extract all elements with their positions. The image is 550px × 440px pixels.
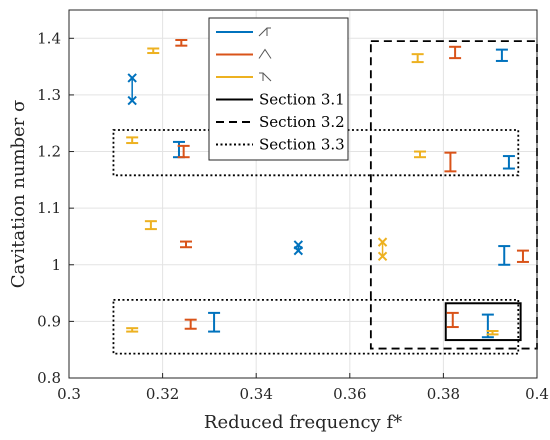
data-point-s1-p5 xyxy=(444,151,457,173)
rising-edge-icon xyxy=(258,27,271,37)
legend-entry-0 xyxy=(216,27,271,37)
data-point-s0-p5 xyxy=(498,245,511,266)
x-tick-label: 0.34 xyxy=(239,385,272,403)
y-axis-label: Cavitation number σ xyxy=(8,100,29,289)
x-tick-label: 0.3 xyxy=(57,385,81,403)
axis-ticks: 0.3 0.32 0.34 0.36 0.38 0.4 0.8 0.9 1 1.1 1.2 1.3 1.… xyxy=(37,29,549,403)
data-point-s0-p2 xyxy=(293,240,304,256)
region-solid-0 xyxy=(444,302,522,342)
legend-label: Section 3.3 xyxy=(259,136,345,154)
x-tick-label: 0.38 xyxy=(427,385,460,403)
data-point-s1-p2 xyxy=(180,240,192,249)
data-point-s2-p0 xyxy=(147,47,160,55)
data-point-s1-p7 xyxy=(516,249,529,263)
data-point-s2-p3 xyxy=(126,327,139,333)
y-tick-label: 1.1 xyxy=(37,199,61,217)
legend-box xyxy=(208,17,349,161)
data-point-s1-p0 xyxy=(175,39,188,47)
x-tick-label: 0.32 xyxy=(146,385,179,403)
data-point-s0-p0 xyxy=(127,73,137,106)
axes-frame xyxy=(68,9,538,379)
data-point-s1-p6 xyxy=(446,311,459,329)
legend-entry-4: Section 3.2 xyxy=(216,113,345,131)
legend-label: Section 3.1 xyxy=(259,91,345,109)
data-point-s2-p4 xyxy=(411,53,424,64)
falling-edge-icon xyxy=(259,72,272,82)
data-point-s2-p5 xyxy=(414,150,426,159)
peak-icon xyxy=(258,48,272,59)
legend-entry-5: Section 3.3 xyxy=(216,136,345,154)
legend: Section 3.1 Section 3.2 Section 3.3 xyxy=(208,17,349,161)
data-point-s2-p2 xyxy=(144,220,157,231)
x-axis-label: Reduced frequency f* xyxy=(204,412,402,433)
region-dotted-2 xyxy=(112,129,520,177)
data-point-s1-p4 xyxy=(449,45,462,60)
legend-entry-3: Section 3.1 xyxy=(216,91,345,109)
legend-entry-2 xyxy=(216,72,272,82)
data-point-s0-p3 xyxy=(495,48,508,62)
data-point-s0-p6 xyxy=(208,311,221,333)
data-point-s2-p6 xyxy=(377,237,388,261)
y-tick-label: 1.2 xyxy=(37,143,61,161)
y-tick-label: 0.9 xyxy=(37,312,61,330)
x-tick-label: 0.4 xyxy=(525,385,549,403)
data-point-s0-p4 xyxy=(502,155,515,170)
x-tick-label: 0.36 xyxy=(333,385,366,403)
data-marks xyxy=(126,39,529,339)
data-point-s1-p1 xyxy=(177,144,190,159)
y-tick-label: 1.3 xyxy=(37,86,61,104)
y-tick-label: 1 xyxy=(51,256,61,274)
y-tick-label: 0.8 xyxy=(37,369,61,387)
legend-label: Section 3.2 xyxy=(259,113,345,131)
data-point-s2-p7 xyxy=(486,330,499,336)
y-tick-label: 1.4 xyxy=(37,29,61,47)
legend-entry-1 xyxy=(216,48,272,59)
data-point-s1-p3 xyxy=(184,318,197,330)
data-point-s2-p1 xyxy=(126,136,139,145)
